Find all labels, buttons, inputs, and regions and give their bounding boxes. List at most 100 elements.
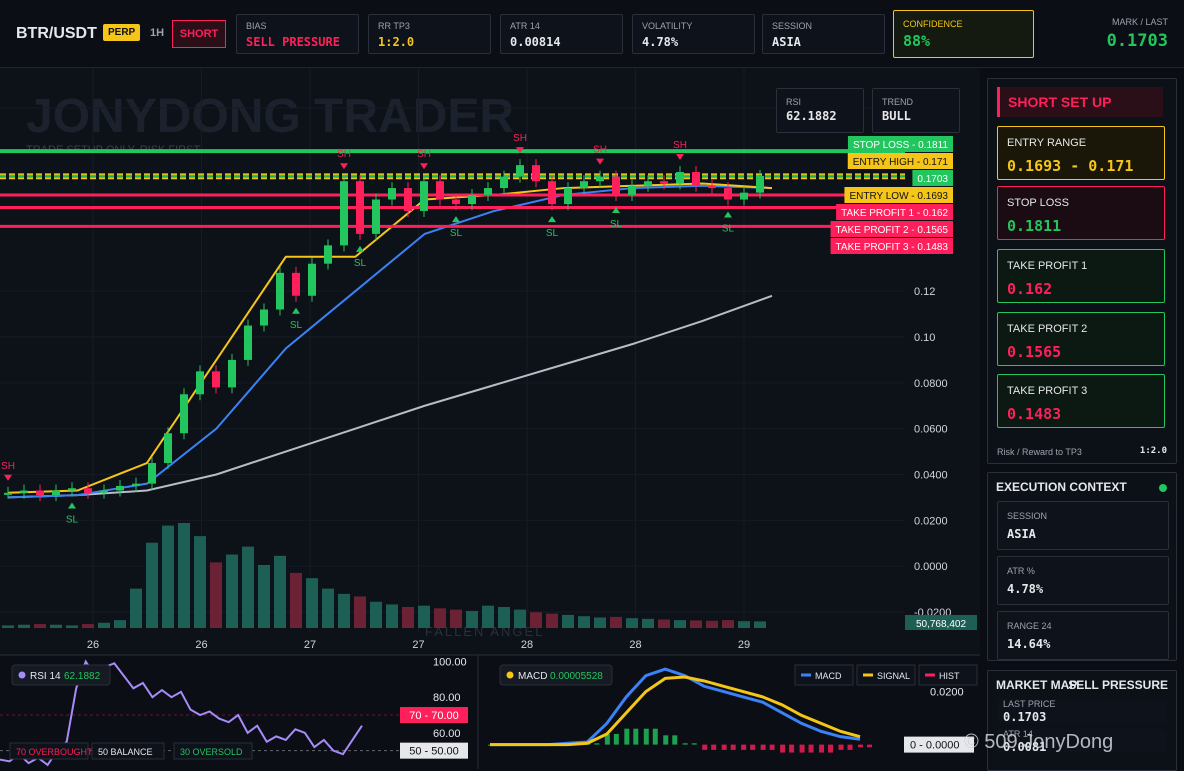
candle (212, 371, 220, 388)
volume-bar (690, 620, 702, 628)
level-tag-bg (912, 170, 953, 186)
candle (388, 188, 396, 200)
volume-bar (242, 546, 254, 628)
swing-arrow (676, 154, 684, 161)
rr-value: 1:2.0 (1139, 446, 1167, 456)
stat-value: ASIA (772, 35, 801, 49)
card-value: 4.78% (1007, 582, 1044, 596)
legend-box (918, 664, 978, 686)
candle (756, 175, 764, 193)
legend-entry: MACD (815, 671, 842, 681)
candle (292, 272, 300, 296)
side[interactable]: SHORT (172, 20, 226, 48)
x-tick-label: 27 (412, 639, 424, 651)
level-tag-bg (847, 153, 953, 169)
legend-box (9, 742, 89, 760)
swing-label: SH (673, 140, 687, 151)
row-label: LAST PRICE (1003, 699, 1056, 709)
candle (116, 485, 124, 491)
label: CONFIDENCE (903, 19, 963, 29)
setup-title: SHORT SET UP (997, 87, 1163, 117)
setup-card: TAKE PROFIT 1 0.162 (997, 249, 1165, 303)
candle (180, 394, 188, 434)
candle (564, 188, 572, 205)
map-status: SELL PRESSURE (1068, 678, 1168, 692)
candle (548, 181, 556, 205)
swing-label: SH (593, 145, 607, 156)
candle (612, 176, 620, 195)
volume-bar (498, 607, 510, 628)
mark-label: MARK / LAST (1111, 17, 1168, 27)
y-tick-label: 0.0400 (914, 469, 948, 481)
hist-bar (789, 744, 795, 753)
hist-bar (691, 743, 697, 745)
label: RSI (786, 97, 802, 107)
candle (484, 188, 492, 195)
map-title: MARKET MAP (996, 678, 1078, 692)
swing-arrow (724, 211, 732, 218)
credit: © 509 JonyDong (964, 731, 1114, 753)
volume-bar (370, 601, 382, 628)
card-label: STOP LOSS (1007, 197, 1069, 209)
macd-line (490, 675, 861, 747)
y-tick-label: 0 - 0.0000 (910, 740, 960, 752)
indicator-line (7, 294, 773, 499)
level-tag: ENTRY LOW - 0.1693 (849, 191, 948, 202)
volume-tag: 50,768,402 (916, 619, 966, 630)
volume-bar (66, 625, 78, 628)
swing-arrow (68, 502, 76, 509)
candle (356, 181, 364, 234)
candle (308, 263, 316, 296)
confidence: CONFIDENCE 88% (893, 10, 1034, 58)
volume-bar (642, 618, 654, 628)
hist-bar (760, 744, 766, 750)
swing-arrow (4, 474, 12, 481)
card-label: RANGE 24 (1007, 621, 1052, 631)
volume-bar (338, 593, 350, 628)
candle (644, 181, 652, 186)
candle (708, 185, 716, 189)
y-tick-label: 80.00 (433, 692, 461, 704)
swing-label: SH (513, 133, 527, 144)
stat-label: BIAS (246, 21, 267, 31)
volume-bar (130, 588, 142, 628)
swing-label: SL (722, 224, 735, 235)
candle (532, 165, 540, 182)
x-tick-label: 27 (304, 639, 316, 651)
candle (196, 371, 204, 395)
swing-label: SL (450, 228, 463, 239)
rsi-tag: 70 - 70.00 (409, 710, 459, 722)
candle (68, 488, 76, 491)
card-value: 0.1565 (1007, 343, 1062, 361)
volume-bar (210, 562, 222, 628)
volume-bar (258, 565, 270, 628)
volume-bar (450, 609, 462, 628)
card-label: TAKE PROFIT 1 (1007, 260, 1088, 272)
rr-label: Risk / Reward to TP3 (997, 447, 1082, 457)
volume-bar (2, 625, 14, 628)
volume-bar (194, 536, 206, 628)
legend-entry: 70 OVERBOUGHT (16, 747, 93, 757)
market-map: MARKET MAP SELL PRESSURE LAST PRICE 0.170… (987, 670, 1177, 771)
volume-bar (290, 572, 302, 628)
trend-box: TREND BULL (872, 88, 960, 133)
rsi-header-bg (11, 664, 111, 686)
symbol: BTR/USDT (16, 25, 97, 42)
timeframe: 1H (150, 27, 165, 39)
candle (148, 463, 156, 484)
volume-bar (626, 618, 638, 628)
x-tick-label: 29 (738, 639, 750, 651)
macd-value: 0.00005528 (550, 671, 603, 682)
hist-bar (604, 734, 610, 745)
rsi-box: RSI 62.1882 (776, 88, 864, 133)
volume-bar (674, 620, 686, 628)
volume-bar (434, 608, 446, 628)
swing-label: SL (354, 258, 367, 269)
candle (724, 188, 732, 200)
hist-bar (858, 744, 863, 748)
volume-bar (178, 523, 190, 628)
stat: VOLATILITY 4.78% (632, 14, 755, 54)
y-tick-label: 0.0800 (914, 378, 948, 390)
volume-bar (546, 613, 558, 628)
level-tag: ENTRY HIGH - 0.171 (853, 157, 949, 168)
